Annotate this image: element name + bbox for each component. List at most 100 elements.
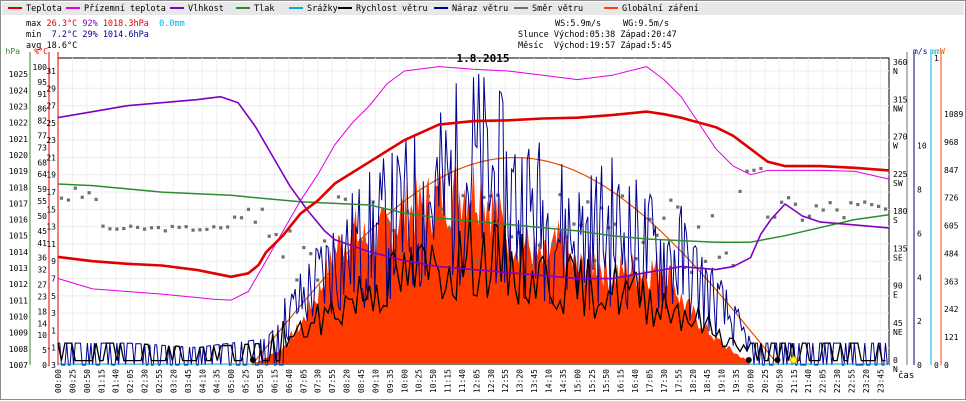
wind-direction-point	[343, 197, 347, 201]
y-tick-direction: 270	[893, 133, 908, 142]
wind-direction-point	[329, 264, 334, 269]
stat-avg-label: avg	[26, 41, 42, 51]
x-tick-label: 16:15	[617, 369, 626, 393]
y-tick-pressure: 1009	[9, 329, 28, 338]
wind-direction-point	[877, 204, 881, 208]
series-teplota	[57, 110, 890, 279]
x-tick-label: 10:00	[400, 369, 409, 393]
wind-direction-point	[710, 214, 715, 218]
legend-label: Rychlost větru	[356, 4, 428, 14]
y-tick-rain: 0	[934, 361, 939, 370]
x-tick-label: 11:40	[458, 369, 467, 393]
stat-max-hum: 92%	[82, 19, 98, 29]
wind-direction-point	[149, 226, 154, 230]
wind-direction-point	[842, 216, 846, 220]
wind-direction-point	[336, 195, 341, 199]
x-tick-label: 17:05	[646, 369, 655, 393]
wind-direction-point	[253, 220, 257, 224]
axis-unit-humidity: %	[34, 47, 39, 56]
wind-direction-point	[440, 207, 444, 211]
legend-item-6: Rychlost větru	[338, 4, 428, 14]
y-tick-solar: 242	[944, 305, 959, 314]
wind-direction-point	[835, 208, 839, 212]
y-tick-solar: 726	[944, 194, 959, 203]
wind-direction-point	[773, 215, 777, 219]
y-tick-temperature: 1	[51, 326, 56, 335]
sun-label: Slunce	[518, 30, 549, 40]
y-tick-pressure: 1010	[9, 313, 28, 322]
y-tick-direction-label: N	[893, 365, 898, 374]
wind-direction-point	[634, 257, 638, 261]
wind-direction-point	[593, 259, 597, 263]
wind-direction-point	[690, 270, 694, 274]
x-tick-label: 20:00	[747, 369, 756, 393]
wind-direction-point	[447, 227, 451, 231]
wind-direction-point	[648, 217, 652, 221]
wind-direction-point	[800, 218, 805, 222]
y-tick-temperature: 17	[46, 188, 56, 197]
wind-direction-point	[323, 239, 327, 243]
y-tick-humidity: 23	[37, 292, 47, 301]
y-tick-wind: 10	[917, 142, 927, 151]
y-tick-wind: 0	[917, 361, 922, 370]
x-tick-label: 15:00	[573, 369, 582, 393]
legend-label: Teplota	[26, 4, 62, 14]
y-tick-temperature: -1	[46, 344, 56, 353]
x-tick-label: 14:10	[545, 369, 554, 393]
wind-direction-point	[156, 225, 161, 230]
y-tick-pressure: 1014	[9, 248, 28, 257]
wind-direction-point	[232, 215, 237, 219]
y-tick-direction-label: NE	[893, 328, 903, 337]
y-tick-wind: 8	[917, 186, 922, 195]
stat-moon-row: Měsíc Východ:19:57 Západ:5:45	[518, 41, 672, 51]
legend-label: Směr větru	[532, 4, 584, 14]
wind-direction-point	[357, 264, 361, 268]
wind-direction-point	[281, 255, 285, 259]
y-tick-temperature: 15	[46, 205, 56, 214]
y-tick-humidity: 64	[37, 170, 47, 179]
legend-label: Vlhkost	[188, 4, 224, 14]
y-tick-direction: 180	[893, 207, 908, 216]
wind-direction-point	[703, 259, 708, 263]
series-rychlost-vetru	[57, 213, 886, 362]
wind-direction-point	[392, 229, 396, 233]
y-tick-temperature: 25	[46, 119, 56, 128]
legend-item-5: Srážky	[289, 4, 338, 14]
x-tick-label: 12:55	[501, 369, 510, 393]
x-tick-label: 06:15	[270, 369, 279, 393]
x-tick-label: 22:55	[847, 369, 856, 393]
x-tick-label: 21:15	[790, 369, 799, 393]
y-tick-pressure: 1021	[9, 135, 28, 144]
x-tick-label: 04:10	[198, 369, 207, 393]
legend-item-8: Směr větru	[514, 4, 583, 14]
y-tick-humidity: 27	[37, 281, 47, 290]
y-tick-direction-label: SE	[893, 253, 903, 262]
x-tick-label: 15:25	[588, 369, 597, 393]
y-tick-pressure: 1020	[9, 151, 28, 160]
y-tick-solar: 605	[944, 222, 959, 231]
x-tick-label: 23:45	[876, 369, 885, 393]
y-tick-humidity: 95	[37, 78, 47, 87]
wind-direction-point	[766, 215, 770, 219]
y-tick-solar: 363	[944, 277, 959, 286]
y-tick-temperature: 23	[46, 136, 56, 145]
x-tick-label: 05:25	[242, 369, 251, 393]
wind-direction-point	[676, 205, 680, 209]
wind-direction-point	[572, 222, 576, 226]
legend-item-2: Přízemní teplota	[66, 4, 166, 14]
y-tick-pressure: 1018	[9, 183, 28, 192]
wind-direction-point	[142, 227, 147, 231]
axis-unit-solar: W	[940, 47, 945, 56]
wind-direction-point	[551, 241, 555, 245]
y-tick-direction-label: S	[893, 216, 898, 225]
wind-direction-point	[177, 225, 181, 229]
y-tick-wind: 2	[917, 317, 922, 326]
x-tick-label: 22:30	[833, 369, 842, 393]
wind-direction-point	[101, 224, 105, 228]
y-tick-humidity: 32	[37, 266, 47, 275]
y-tick-humidity: 18	[37, 307, 47, 316]
y-tick-pressure: 1007	[9, 361, 28, 370]
x-tick-label: 12:30	[487, 369, 496, 393]
solar-theoretical-curve	[251, 157, 776, 366]
legend-label: Přízemní teplota	[84, 4, 166, 14]
